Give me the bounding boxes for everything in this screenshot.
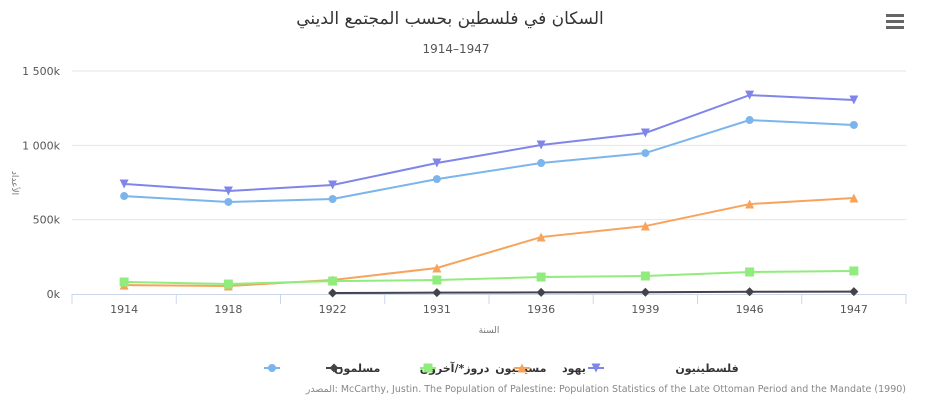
- chart-subtitle: 1914–1947: [422, 42, 489, 56]
- x-tick-label: 1947: [840, 303, 868, 316]
- data-point: [849, 120, 858, 129]
- data-point: [119, 179, 129, 189]
- data-point: [640, 271, 650, 281]
- data-point: [432, 288, 442, 298]
- data-point: [849, 95, 859, 105]
- data-point: [224, 197, 233, 206]
- legend-item[interactable]: دروز*/آخرون: [326, 361, 490, 375]
- legend-marker: [329, 363, 339, 373]
- data-point: [223, 186, 233, 196]
- y-tick-label: 1 500k: [22, 65, 60, 78]
- y-tick-label: 0k: [47, 288, 61, 301]
- series-line: [124, 196, 854, 287]
- legend-item[interactable]: فلسطينيون: [588, 362, 739, 375]
- x-tick-label: 1939: [631, 303, 659, 316]
- legend-marker: [517, 363, 527, 373]
- data-point: [745, 116, 754, 125]
- y-tick-label: 1 000k: [22, 139, 60, 152]
- x-tick-label: 1946: [736, 303, 764, 316]
- data-point: [641, 149, 650, 158]
- chart-title: السكان في فلسطين بحسب المجتمع الديني: [296, 9, 604, 29]
- data-point: [328, 195, 337, 204]
- legend-label: دروز*/آخرون: [420, 361, 490, 375]
- legend-label: يهود: [562, 362, 586, 375]
- hamburger-menu-icon[interactable]: [886, 14, 904, 29]
- series-diamond: [328, 287, 859, 298]
- series-line: [124, 119, 854, 203]
- legend-item[interactable]: يهود: [514, 362, 586, 375]
- legend-item[interactable]: مسلمون: [264, 362, 380, 375]
- data-point: [223, 279, 233, 289]
- data-point: [537, 159, 546, 168]
- series-line: [124, 269, 854, 286]
- legend-marker: [268, 364, 276, 372]
- data-point: [119, 277, 129, 287]
- data-point: [640, 221, 650, 231]
- legend-label: مسلمون: [334, 362, 380, 375]
- data-point: [849, 287, 859, 297]
- y-axis-title: الأعداد: [9, 171, 21, 195]
- x-tick-label: 1931: [423, 303, 451, 316]
- data-point: [849, 193, 859, 203]
- data-point: [432, 158, 442, 168]
- series-square: [119, 266, 859, 289]
- data-point: [328, 180, 338, 190]
- legend-label: فلسطينيون: [675, 362, 738, 375]
- data-point: [432, 275, 442, 285]
- x-axis-title: السنة: [479, 326, 500, 336]
- data-point: [536, 272, 546, 282]
- data-point: [120, 192, 129, 201]
- x-tick-label: 1918: [214, 303, 242, 316]
- data-point: [745, 199, 755, 209]
- data-point: [849, 266, 859, 276]
- data-point: [328, 276, 338, 286]
- x-tick-label: 1922: [319, 303, 347, 316]
- data-point: [745, 90, 755, 100]
- y-tick-label: 500k: [33, 214, 61, 227]
- data-point: [536, 232, 546, 242]
- data-point: [432, 175, 441, 184]
- series-line: [332, 290, 854, 294]
- source-credit[interactable]: المصدر: McCarthy, Justin. The Population…: [305, 384, 906, 395]
- data-point: [640, 128, 650, 138]
- data-point: [640, 287, 650, 297]
- series-line: [124, 94, 854, 192]
- x-tick-label: 1914: [110, 303, 138, 316]
- data-point: [328, 288, 338, 298]
- data-point: [745, 287, 755, 297]
- x-tick-label: 1936: [527, 303, 555, 316]
- data-point: [536, 287, 546, 297]
- series-triangle-down: [119, 90, 859, 196]
- legend-marker: [591, 363, 601, 373]
- data-point: [536, 140, 546, 150]
- data-point: [745, 267, 755, 277]
- legend-marker: [423, 363, 433, 373]
- data-point: [432, 263, 442, 273]
- series-circle: [120, 116, 858, 206]
